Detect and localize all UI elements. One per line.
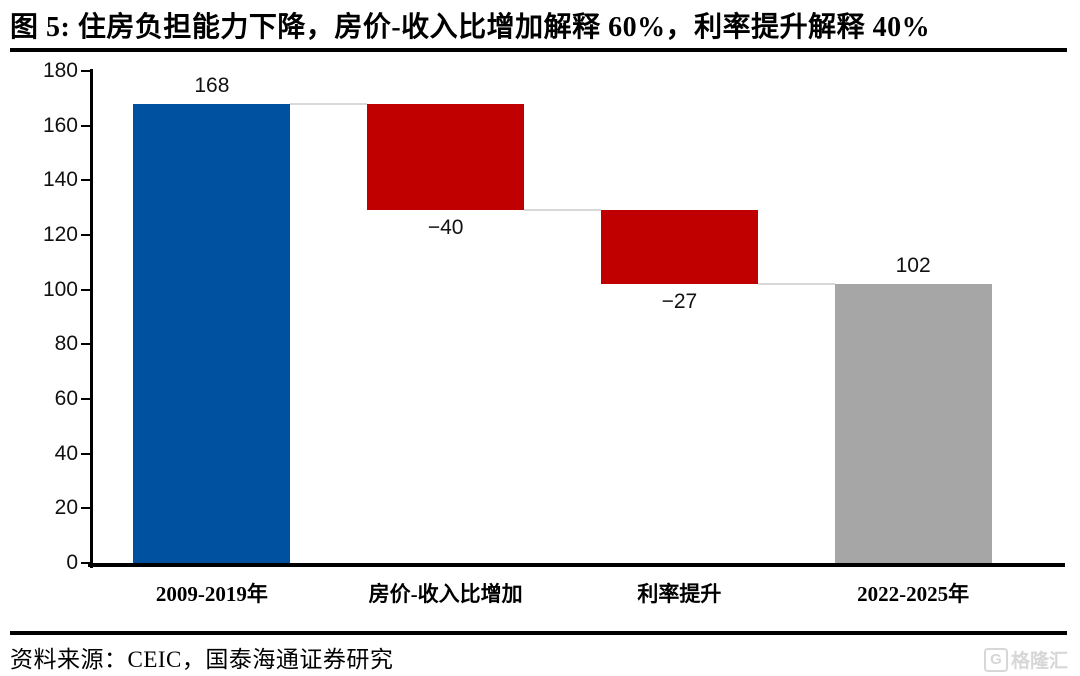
y-axis-tick-mark (81, 452, 90, 455)
waterfall-connector (757, 283, 835, 286)
source-note: 资料来源：CEIC，国泰海通证券研究 (10, 647, 394, 672)
y-axis-tick-label: 40 (54, 441, 78, 465)
y-axis-line (90, 69, 93, 568)
y-axis-tick-mark (81, 124, 90, 127)
waterfall-chart: 0 20 40 60 80 100 120 140 160 180 168 2009-2019年 −40… (0, 52, 1080, 627)
y-axis-tick-mark (81, 343, 90, 346)
waterfall-bar-3 (834, 284, 992, 563)
bar-value-label: 168 (194, 73, 230, 97)
y-axis-tick-label: 120 (42, 223, 78, 246)
source-divider (10, 631, 1067, 635)
y-axis-tick-label: 160 (42, 113, 78, 137)
y-axis-tick-label: 80 (54, 332, 78, 356)
y-axis-tick-mark (81, 507, 90, 510)
y-axis-tick-mark (81, 398, 90, 400)
y-axis-tick-label: 180 (42, 59, 78, 82)
title-divider (10, 48, 1067, 52)
x-axis-category-label: 2022-2025年 (857, 582, 970, 606)
gelonghui-logo-icon: G (983, 647, 1008, 672)
x-axis-category-label: 2009-2019年 (155, 582, 268, 606)
y-axis-tick-mark (81, 562, 90, 564)
x-axis-category-label: 利率提升 (637, 582, 722, 606)
y-axis-tick-label: 60 (54, 387, 78, 410)
x-axis-category-label: 房价-收入比增加 (368, 582, 523, 606)
y-axis-tick-mark (81, 70, 90, 72)
figure-title: 图 5: 住房负担能力下降，房价-收入比增加解释 60%，利率提升解释 40% (10, 12, 931, 43)
gelonghui-watermark: G 格隆汇 (983, 646, 1068, 673)
waterfall-bar-1 (367, 103, 525, 211)
x-axis-line (88, 563, 1065, 567)
waterfall-bar-2 (600, 210, 758, 285)
bar-value-label: 102 (895, 254, 931, 278)
y-axis-tick-label: 100 (42, 277, 78, 301)
y-axis-tick-label: 0 (66, 551, 78, 574)
waterfall-bar-0 (133, 103, 291, 563)
waterfall-connector (290, 102, 368, 105)
gelonghui-watermark-text: 格隆汇 (1010, 651, 1068, 672)
y-axis-tick-mark (81, 288, 90, 291)
y-axis-tick-label: 20 (54, 496, 78, 520)
y-axis-tick-mark (81, 179, 90, 182)
bar-value-label: −27 (661, 290, 698, 314)
waterfall-connector (524, 209, 601, 212)
y-axis-tick-label: 140 (42, 168, 78, 192)
y-axis-tick-mark (81, 234, 90, 236)
bar-value-label: −40 (427, 216, 464, 240)
